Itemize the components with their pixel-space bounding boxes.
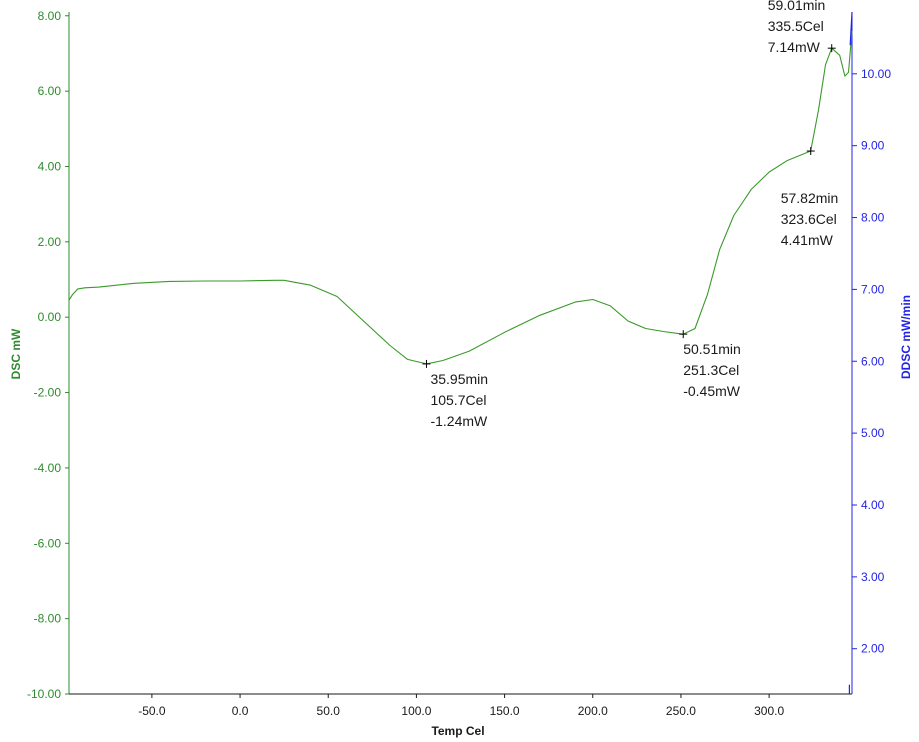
y-tick-label: -4.00 [34,461,62,475]
y-tick-label: -2.00 [34,386,62,400]
x-tick-label: 0.0 [232,704,249,718]
peak-annotation-line: 7.14mW [768,39,821,55]
x-tick-label: 300.0 [754,704,784,718]
x-tick-label: -50.0 [138,704,166,718]
y2-tick-label: 4.00 [861,498,885,512]
y2-tick-label: 3.00 [861,570,885,584]
axes [68,12,853,695]
y-tick-label: 8.00 [38,9,62,23]
y-tick-label: 4.00 [38,159,62,173]
y2-axis-title: DDSC mW/min [899,295,913,379]
ticks: 8.00 6.00 4.00 2.00 0.00 -2.00 -4.00 -6.00 -8.00… [27,9,891,718]
peak-annotation-line: 50.51min [683,341,741,357]
y2-tick-label: 7.00 [861,282,885,296]
x-axis-title: Temp Cel [431,724,484,738]
peak-annotation-line: 323.6Cel [781,211,837,227]
y-tick-label: -8.00 [34,612,62,626]
y-axis-title: DSC mW [9,328,23,379]
annotations: 35.95min 105.7Cel -1.24mW 50.51min 251.3Cel -… [422,0,838,429]
peak-annotation-line: 105.7Cel [430,392,486,408]
y2-tick-label: 9.00 [861,139,885,153]
y2-tick-label: 5.00 [861,426,885,440]
y2-tick-label: 10.00 [861,67,891,81]
y-tick-label: -6.00 [34,536,62,550]
x-tick-label: 100.0 [401,704,431,718]
x-tick-label: 50.0 [317,704,341,718]
peak-annotation-line: -1.24mW [430,413,488,429]
x-tick-label: 150.0 [490,704,520,718]
x-tick-label: 250.0 [666,704,696,718]
y2-tick-label: 2.00 [861,642,885,656]
y-tick-label: -10.00 [27,687,61,701]
y-tick-label: 2.00 [38,235,62,249]
peak-annotation-line: 59.01min [768,0,826,13]
peak-annotation-line: -0.45mW [683,383,741,399]
peak-annotation-line: 251.3Cel [683,362,739,378]
peak-annotation-line: 4.41mW [781,232,834,248]
x-tick-label: 200.0 [578,704,608,718]
peak-annotation-line: 335.5Cel [768,18,824,34]
y2-tick-label: 6.00 [861,354,885,368]
dsc-curve [68,30,853,365]
y-tick-label: 0.00 [38,310,62,324]
y-tick-label: 6.00 [38,84,62,98]
peak-annotation-line: 57.82min [781,190,839,206]
ddsc-curve [849,11,853,46]
peak-annotation-line: 35.95min [430,371,488,387]
y2-tick-label: 8.00 [861,211,885,225]
